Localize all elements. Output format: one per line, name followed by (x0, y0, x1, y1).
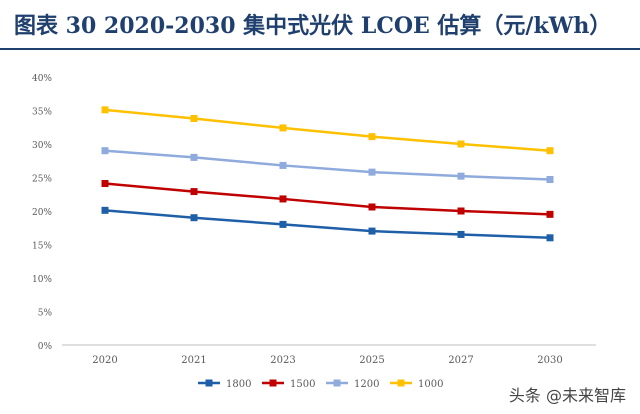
x-tick-label: 2023 (270, 355, 295, 366)
data-point-1800 (279, 220, 287, 228)
legend-marker-1000 (397, 379, 405, 387)
data-point-1200 (279, 161, 287, 169)
data-point-1000 (546, 147, 554, 155)
data-point-1800 (368, 227, 376, 235)
y-tick-label: 30% (32, 141, 52, 151)
x-tick-label: 2025 (359, 355, 384, 366)
x-tick-label: 2020 (92, 355, 117, 366)
y-tick-label: 40% (32, 74, 52, 84)
data-point-1200 (101, 147, 109, 155)
series-line-1500 (104, 182, 551, 216)
data-point-1000 (279, 124, 287, 132)
legend-label-1200: 1200 (354, 379, 379, 390)
y-tick-label: 5% (38, 309, 53, 319)
series-line-1000 (104, 108, 551, 152)
data-point-1800 (546, 234, 554, 242)
chart-title: 图表 30 2020-2030 集中式光伏 LCOE 估算（元/kWh） (14, 13, 612, 39)
legend-label-1000: 1000 (418, 379, 443, 390)
legend: 1800 1500 1200 1000 (198, 379, 443, 390)
data-point-1500 (368, 203, 376, 211)
line-chart: 0% 5% 10% 15% 20% 25% 30% 35% 40% 2020 2021 2023 202… (32, 74, 596, 390)
data-point-1000 (190, 115, 198, 123)
series-line-1800 (104, 209, 551, 240)
data-point-1000 (457, 140, 465, 148)
data-point-1500 (546, 210, 554, 218)
y-tick-label: 35% (32, 108, 52, 118)
data-point-1200 (190, 153, 198, 161)
axes: 0% 5% 10% 15% 20% 25% 30% 35% 40% 2020 2021 2023 202… (32, 74, 596, 366)
legend-marker-1200 (333, 379, 341, 387)
x-tick-label: 2021 (181, 355, 206, 366)
series-layer (101, 106, 554, 242)
data-point-1000 (101, 106, 109, 114)
data-point-1200 (368, 168, 376, 176)
x-tick-label: 2027 (448, 355, 473, 366)
legend-marker-1500 (269, 379, 277, 387)
x-tick-label: 2030 (537, 355, 562, 366)
title-bar: 图表 30 2020-2030 集中式光伏 LCOE 估算（元/kWh） (0, 0, 640, 50)
data-point-1200 (546, 176, 554, 184)
data-point-1200 (457, 172, 465, 180)
legend-marker-1800 (205, 379, 213, 387)
data-point-1000 (368, 133, 376, 141)
legend-label-1500: 1500 (290, 379, 315, 390)
data-point-1500 (190, 188, 198, 196)
watermark: 头条 @未来智库 (508, 386, 626, 405)
data-point-1500 (279, 195, 287, 203)
series-line-1200 (104, 149, 551, 181)
legend-label-1800: 1800 (226, 379, 251, 390)
data-point-1800 (457, 230, 465, 238)
y-tick-label: 25% (32, 175, 52, 185)
y-tick-label: 20% (32, 208, 52, 218)
y-tick-label: 0% (38, 342, 53, 352)
data-point-1800 (190, 214, 198, 222)
data-point-1500 (101, 180, 109, 188)
y-tick-label: 15% (32, 242, 52, 252)
y-tick-label: 10% (32, 275, 52, 285)
data-point-1500 (457, 207, 465, 215)
data-point-1800 (101, 206, 109, 214)
